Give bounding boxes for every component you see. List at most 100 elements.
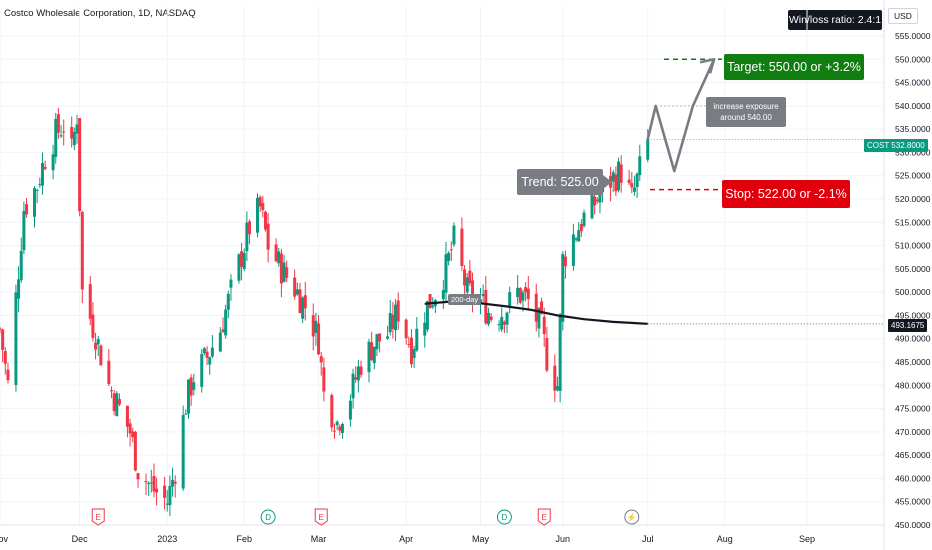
candle-body <box>579 224 583 232</box>
candle-body <box>449 249 453 251</box>
y-tick-label: 535.0000 <box>895 124 931 134</box>
candle-body <box>577 230 581 242</box>
candle-body <box>471 280 475 301</box>
candle-body <box>133 431 137 471</box>
candle-body <box>128 423 132 434</box>
candle-body <box>226 293 230 310</box>
candle-body <box>524 287 528 293</box>
candle-body <box>486 312 490 325</box>
candle-body <box>163 485 167 498</box>
ma-price-tag: 493.1675 <box>888 319 928 332</box>
candle-body <box>465 277 469 293</box>
candle-body <box>274 244 278 262</box>
candle-body <box>155 488 159 493</box>
candle-body <box>423 322 427 336</box>
y-tick-label: 490.0000 <box>895 334 931 344</box>
candle-body <box>33 188 37 217</box>
candle-body <box>131 431 135 438</box>
candle-body <box>91 314 95 338</box>
candle-body <box>266 223 270 250</box>
y-tick-label: 525.0000 <box>895 171 931 181</box>
candle-body <box>598 194 602 203</box>
candle-body <box>59 135 63 137</box>
candle-body <box>540 301 544 314</box>
candle-body <box>412 349 416 358</box>
y-tick-label: 550.0000 <box>895 54 931 64</box>
exposure-note: increase exposure around 540.00 <box>706 97 786 127</box>
candle-body <box>558 314 562 391</box>
candle-body <box>375 334 379 350</box>
candle-body <box>242 252 246 269</box>
split-marker-icon <box>624 509 640 525</box>
candle-body <box>210 347 214 357</box>
candle-body <box>303 295 307 309</box>
candle-body <box>70 126 74 139</box>
earnings-marker-icon <box>314 508 328 526</box>
candle-body <box>165 503 169 505</box>
candle-body <box>431 305 435 308</box>
candle-body <box>330 395 334 428</box>
candle-body <box>293 277 297 297</box>
candle-body <box>317 323 321 355</box>
candle-body <box>295 289 299 295</box>
candle-body <box>168 485 172 506</box>
currency-selector[interactable]: USD <box>888 8 918 24</box>
candle-body <box>582 212 586 226</box>
candle-body <box>115 393 119 417</box>
y-tick-label: 505.0000 <box>895 264 931 274</box>
candle-body <box>149 482 153 484</box>
y-tick-label: 555.0000 <box>895 31 931 41</box>
candle-body <box>619 164 623 183</box>
projection <box>646 57 716 173</box>
y-tick-label: 465.0000 <box>895 450 931 460</box>
candle-body <box>186 379 190 414</box>
candle-body <box>78 118 82 212</box>
candle-body <box>205 351 209 358</box>
candle-body <box>173 481 177 484</box>
candle-body <box>542 316 546 335</box>
candle-body <box>563 256 567 267</box>
candle-body <box>72 132 76 146</box>
candle-body <box>378 333 382 342</box>
candle-body <box>391 314 395 329</box>
candle-body <box>516 287 520 298</box>
candle-body <box>19 250 23 281</box>
candle-body <box>208 357 212 365</box>
candle-body <box>646 139 650 160</box>
candle-body <box>43 166 47 169</box>
x-tick-label: Sep <box>799 534 815 544</box>
candle-body <box>282 262 286 282</box>
candle-body <box>229 279 233 288</box>
chart-title: Costco Wholesale Corporation, 1D, NASDAQ <box>4 8 196 19</box>
candle-body <box>386 336 390 339</box>
candle-body <box>6 369 10 381</box>
y-tick-label: 460.0000 <box>895 473 931 483</box>
target-label: Target: 550.00 or +3.2% <box>724 54 864 80</box>
earnings-marker-icon <box>91 508 105 526</box>
candle-body <box>279 253 283 284</box>
candle-body <box>109 390 113 392</box>
candle-body <box>332 430 336 432</box>
candle-body <box>500 316 504 330</box>
candle-body <box>96 339 100 345</box>
candle-body <box>425 301 429 330</box>
candle-body <box>38 184 42 186</box>
candle-body <box>51 154 55 171</box>
event-markers: E D E D E ⚡ <box>91 508 640 526</box>
candle-body <box>593 196 597 206</box>
candle-body <box>200 354 204 387</box>
marker-letter: E <box>542 513 547 522</box>
candle-body <box>56 114 60 133</box>
marker-letter: ⚡ <box>627 512 637 522</box>
candle-body <box>484 290 488 324</box>
candle-body <box>396 300 400 322</box>
marker-letter: E <box>319 513 324 522</box>
candle-body <box>441 290 445 300</box>
candle-body <box>184 413 188 415</box>
candle-body <box>40 163 44 186</box>
dividend-marker-icon <box>260 509 276 525</box>
y-tick-label: 495.0000 <box>895 310 931 320</box>
dividend-marker-icon <box>496 509 512 525</box>
